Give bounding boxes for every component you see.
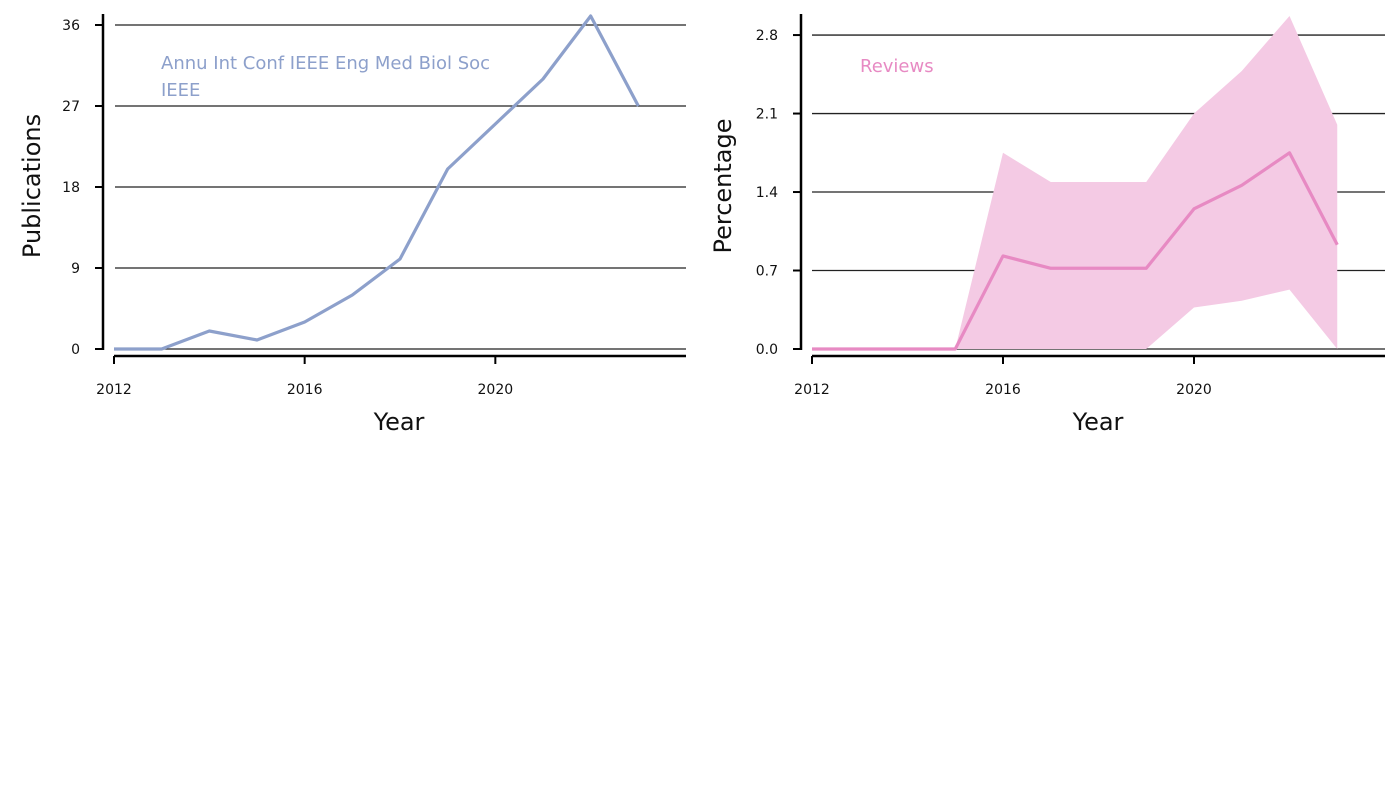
reviews-x-tick-label: 2020 xyxy=(1176,382,1212,398)
reviews-y-tick-label: 0.0 xyxy=(756,342,778,358)
publications-y-axis-label: Publications xyxy=(18,114,46,258)
publications-y-tick-label: 18 xyxy=(62,180,80,196)
publications-y-tick-label: 0 xyxy=(71,342,80,358)
reviews-y-tick-label: 2.8 xyxy=(756,28,778,44)
publications-x-tick-label: 2020 xyxy=(478,382,514,398)
reviews-band xyxy=(812,16,1338,349)
reviews-annotation: Reviews xyxy=(860,56,934,77)
reviews-axes xyxy=(799,14,1385,358)
publications-annotation-line-2: IEEE xyxy=(161,80,200,101)
publications-lines xyxy=(114,14,640,351)
reviews-y-axis-label: Percentage xyxy=(709,118,737,253)
reviews-y-tick-label: 2.1 xyxy=(756,107,778,123)
publications-x-tick-label: 2012 xyxy=(96,382,132,398)
reviews-y-tick-label: 1.4 xyxy=(756,185,778,201)
reviews-series-line xyxy=(812,151,1339,351)
publications-ticks: 0 9 18 27 36 2012 2016 2020 xyxy=(62,18,513,398)
publications-series-line xyxy=(114,14,640,351)
reviews-x-axis-label: Year xyxy=(1072,408,1124,436)
publications-y-tick-label: 36 xyxy=(62,18,80,34)
publications-y-tick-label: 27 xyxy=(62,99,80,115)
publications-x-axis-label: Year xyxy=(373,408,425,436)
publications-gridlines xyxy=(115,24,686,350)
reviews-confidence-band xyxy=(812,16,1338,349)
publications-annotation-line-1: Annu Int Conf IEEE Eng Med Biol Soc xyxy=(161,53,490,74)
publications-axes xyxy=(101,14,686,358)
reviews-ticks: 0.0 0.7 1.4 2.1 2.8 2012 2016 2020 xyxy=(756,28,1212,398)
reviews-chart: 0.0 0.7 1.4 2.1 2.8 2012 2016 2020 Year Percent… xyxy=(709,14,1385,436)
reviews-x-tick-label: 2012 xyxy=(794,382,830,398)
publications-chart: 0 9 18 27 36 2012 2016 2020 Year Publications A… xyxy=(18,14,686,436)
publications-x-tick-label: 2016 xyxy=(287,382,323,398)
reviews-x-tick-label: 2016 xyxy=(985,382,1021,398)
reviews-lines xyxy=(812,151,1339,351)
publications-y-tick-label: 9 xyxy=(71,261,80,277)
reviews-y-tick-label: 0.7 xyxy=(756,264,778,280)
